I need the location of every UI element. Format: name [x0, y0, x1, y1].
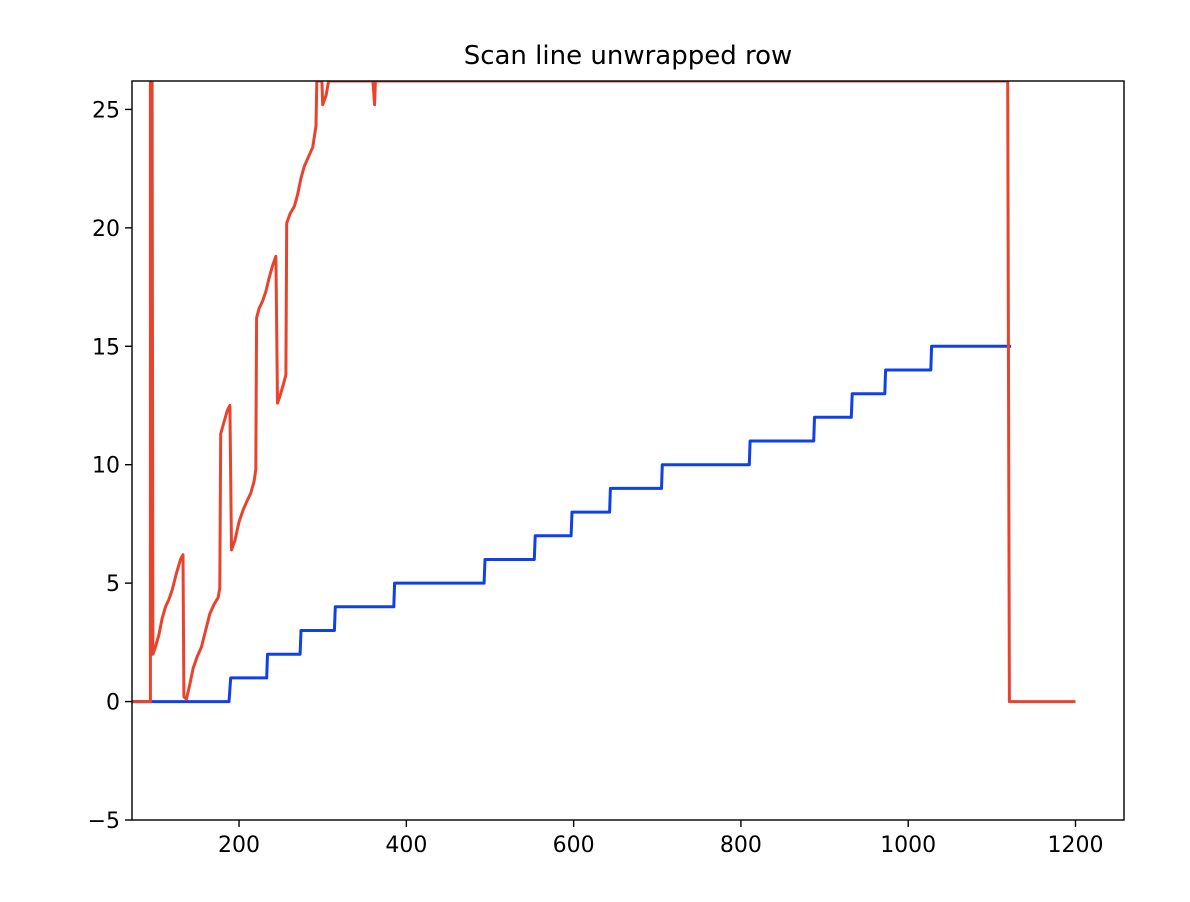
series-line-1 — [132, 344, 1012, 704]
x-axis: 200 400 600 800 1000 1200 — [218, 820, 1103, 858]
y-tick-label: −5 — [88, 809, 120, 834]
x-tick-label: 400 — [385, 833, 427, 858]
y-tick-label: 10 — [92, 454, 120, 479]
x-tick-label: 1200 — [1047, 833, 1103, 858]
y-tick-label: 15 — [92, 335, 120, 360]
x-tick-label: 1000 — [880, 833, 936, 858]
x-tick-label: 200 — [218, 833, 260, 858]
y-tick-label: 25 — [92, 98, 120, 123]
plot-frame — [131, 80, 1125, 821]
y-tick-label: 0 — [106, 691, 120, 716]
series-line-2 — [132, 81, 1076, 704]
x-tick-label: 600 — [553, 833, 595, 858]
series-layer — [132, 81, 1076, 704]
y-axis: −5 0 5 10 15 20 25 — [88, 98, 132, 834]
chart-title: Scan line unwrapped row — [464, 41, 793, 71]
y-tick-label: 20 — [92, 217, 120, 242]
x-tick-label: 800 — [720, 833, 762, 858]
y-tick-label: 5 — [106, 572, 120, 597]
